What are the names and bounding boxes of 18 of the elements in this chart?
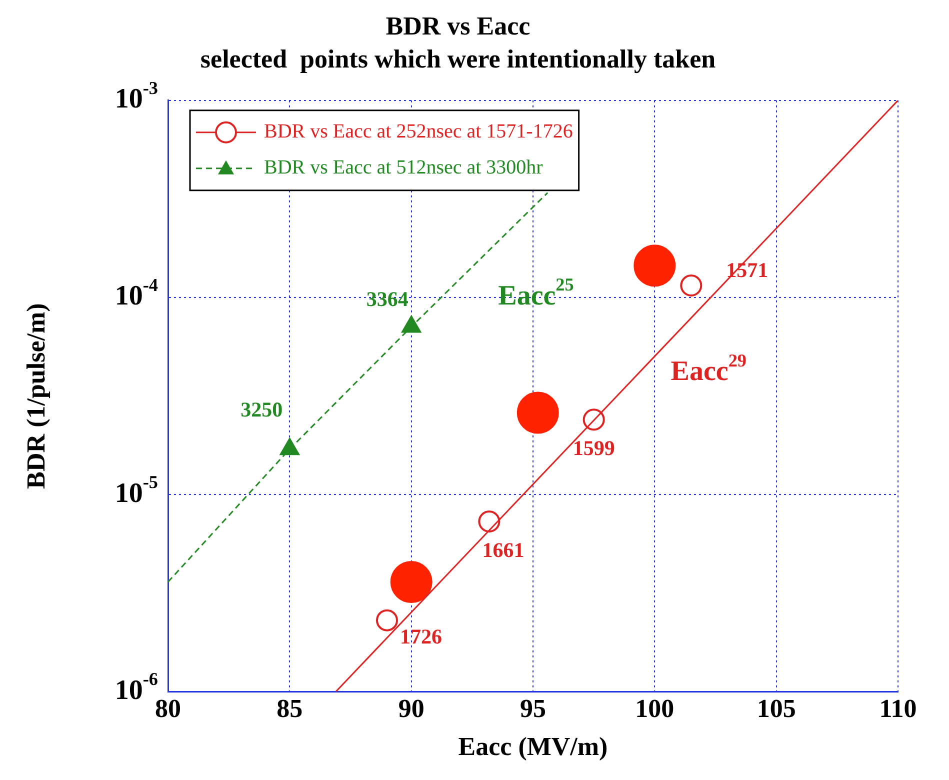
y-axis-title: BDR (1/pulse/m) [21,303,50,489]
legend-label: BDR vs Eacc at 252nsec at 1571-1726 [264,120,573,143]
annotation: 3250 [240,398,283,422]
x-tick-label: 95 [520,694,546,723]
legend-label: BDR vs Eacc at 512nsec at 3300hr [264,156,544,179]
x-tick-label: 85 [276,694,303,723]
chart-title: BDR vs Eacc [386,11,530,40]
annotation: 1726 [400,624,442,649]
x-tick-label: 90 [398,694,424,723]
x-tick-label: 80 [155,694,181,723]
annotation: 3364 [366,287,409,312]
chart-subtitle: selected points which were intentionally taken [200,44,716,74]
annotation: 1599 [572,436,615,460]
x-tick-label: 105 [756,694,796,723]
x-tick-label: 100 [635,694,674,723]
x-tick-label: 110 [879,694,917,723]
x-axis-title: Eacc (MV/m) [458,732,608,762]
annotation: 1661 [482,538,524,562]
